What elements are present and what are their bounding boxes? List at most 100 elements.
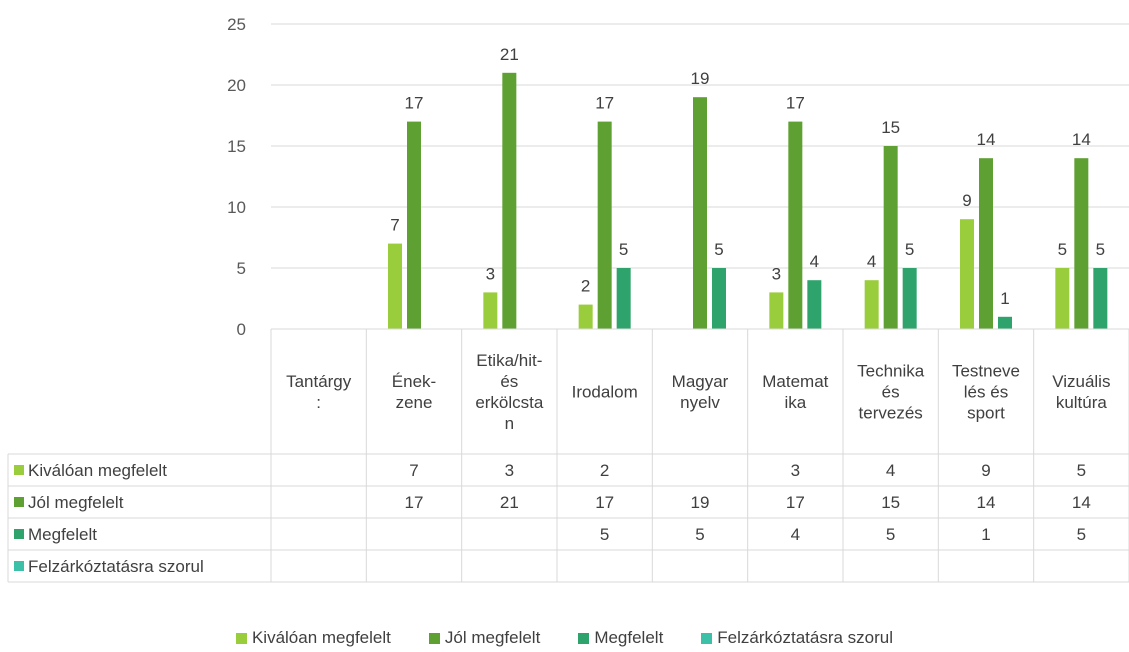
- category-label-line: Testneve: [952, 362, 1020, 381]
- bar: [597, 121, 612, 329]
- bar: [864, 280, 879, 329]
- data-label: 17: [405, 94, 424, 113]
- data-label: 14: [1072, 130, 1091, 149]
- category-label: Tantárgy:: [286, 372, 352, 412]
- legend-item: Kiválóan megfelelt: [235, 625, 391, 651]
- bar: [388, 243, 402, 329]
- data-label: 5: [714, 240, 723, 259]
- category-label: Irodalom: [572, 383, 638, 402]
- row-series-name: Kiválóan megfelelt: [28, 461, 167, 480]
- legend-swatch: [235, 632, 247, 644]
- legend-key-swatch: [14, 529, 24, 539]
- data-label: 7: [390, 216, 399, 235]
- legend-label: Felzárkóztatásra szorul: [717, 628, 894, 647]
- row-series-name: Jól megfelelt: [28, 493, 124, 512]
- table-cell-value: 3: [505, 461, 514, 480]
- data-label: 3: [772, 264, 781, 283]
- category-label-line: Matemat: [762, 372, 828, 391]
- category-label-line: :: [316, 393, 321, 412]
- legend-key-swatch: [14, 497, 24, 507]
- bar: [788, 121, 803, 329]
- category-label: Vizuális kultúra: [1052, 372, 1110, 412]
- category-label-line: tervezés: [859, 404, 923, 423]
- category-label: Matemat ika: [762, 372, 828, 412]
- category-label-line: nyelv: [680, 393, 720, 412]
- bar: [807, 280, 822, 329]
- category-label-line: Tantárgy: [286, 372, 352, 391]
- category-label-line: erkölcsta: [475, 393, 544, 412]
- table-cell-value: 17: [405, 493, 424, 512]
- category-label-line: Etika/hit-: [476, 351, 542, 370]
- data-label: 17: [786, 94, 805, 113]
- legend-swatch: [701, 632, 713, 644]
- data-label: 4: [810, 252, 819, 271]
- legend-label: Megfelelt: [594, 628, 664, 647]
- bar: [998, 316, 1012, 329]
- bar: [960, 219, 974, 329]
- category-label-line: Irodalom: [572, 383, 638, 402]
- category-label: Ének-zene: [392, 372, 436, 412]
- table-cell-value: 14: [1072, 493, 1091, 512]
- category-label-line: n: [505, 414, 514, 433]
- data-label: 3: [486, 264, 495, 283]
- table-cell-value: 5: [1077, 461, 1086, 480]
- legend-swatch: [428, 632, 440, 644]
- table-cell-value: 2: [600, 461, 609, 480]
- y-tick-label: 0: [237, 320, 246, 339]
- bar: [712, 268, 726, 329]
- data-label: 5: [1058, 240, 1067, 259]
- legend-item: Jól megfelelt: [428, 625, 541, 651]
- data-label: 9: [962, 191, 971, 210]
- category-label-line: Magyar: [672, 372, 729, 391]
- category-label-line: ika: [784, 393, 806, 412]
- bar: [883, 146, 898, 329]
- table-cell-value: 15: [881, 493, 900, 512]
- y-tick-label: 5: [237, 259, 246, 278]
- y-tick-label: 10: [227, 198, 246, 217]
- legend: Kiválóan megfelelt Jól megfelelt Megfelelt…: [0, 625, 1129, 651]
- bar: [502, 72, 517, 330]
- category-label-line: és: [882, 383, 900, 402]
- category-label-line: Vizuális: [1052, 372, 1110, 391]
- bar: [407, 121, 421, 329]
- category-label-line: lés és: [964, 383, 1008, 402]
- category-label-line: Technika: [857, 362, 925, 381]
- data-label: 17: [595, 94, 614, 113]
- category-label: Testneve lés és sport: [952, 362, 1020, 423]
- data-label: 4: [867, 252, 876, 271]
- data-label: 14: [977, 130, 996, 149]
- bar: [902, 268, 917, 329]
- data-label: 1: [1000, 289, 1009, 308]
- bar: [979, 158, 993, 329]
- category-label-line: és: [500, 372, 518, 391]
- category-label-line: Ének-: [392, 372, 436, 391]
- data-label: 2: [581, 277, 590, 296]
- data-label: 5: [905, 240, 914, 259]
- table-cell-value: 19: [691, 493, 710, 512]
- bar: [1093, 268, 1108, 329]
- y-tick-label: 20: [227, 76, 246, 95]
- category-label-line: kultúra: [1056, 393, 1108, 412]
- bar: [616, 268, 631, 329]
- category-label-line: sport: [967, 404, 1005, 423]
- data-label: 19: [691, 69, 710, 88]
- legend-item: Felzárkóztatásra szorul: [701, 625, 893, 651]
- bar: [1074, 158, 1089, 329]
- category-label: Magyar nyelv: [672, 372, 729, 412]
- table-cell-value: 21: [500, 493, 519, 512]
- table-cell-value: 5: [886, 525, 895, 544]
- table-cell-value: 14: [977, 493, 996, 512]
- legend-key-swatch: [14, 561, 24, 571]
- table-cell-value: 4: [886, 461, 895, 480]
- legend-swatch: [578, 632, 590, 644]
- legend-item: Megfelelt: [578, 625, 663, 651]
- bar: [578, 304, 593, 329]
- legend-label: Kiválóan megfelelt: [251, 628, 391, 647]
- bar: [1055, 268, 1070, 329]
- category-label-line: zene: [396, 393, 433, 412]
- legend-label: Jól megfelelt: [444, 628, 541, 647]
- data-label: 5: [1096, 240, 1105, 259]
- y-tick-label: 15: [227, 137, 246, 156]
- table-cell-value: 4: [791, 525, 800, 544]
- bar: [693, 97, 707, 329]
